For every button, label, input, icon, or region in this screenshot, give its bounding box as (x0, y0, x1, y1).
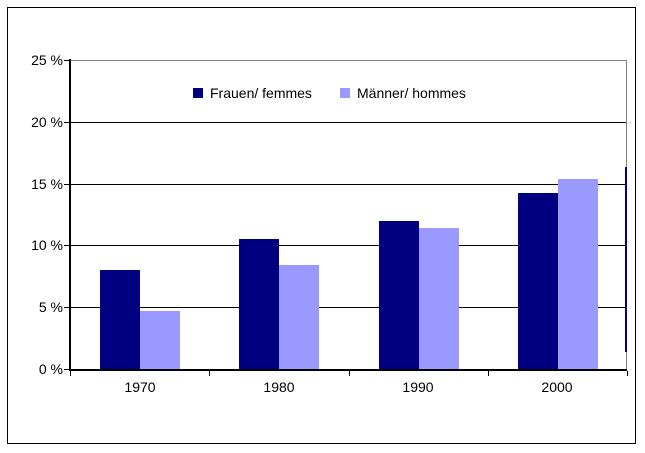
y-axis-tick-0 (64, 369, 69, 370)
x-axis-tick-2 (349, 371, 350, 376)
y-axis-tick-5 (64, 307, 69, 308)
legend-label-frauen: Frauen/ femmes (210, 85, 312, 101)
legend-swatch-frauen-icon (193, 88, 203, 98)
legend-item-maenner: Männer/ hommes (340, 84, 466, 102)
x-axis-tick-3 (488, 371, 489, 376)
bar-männer-1980 (279, 265, 319, 369)
clipped-bar-edge (625, 167, 627, 352)
gridline-5 (71, 307, 626, 308)
legend: Frauen/ femmes Männer/ hommes (0, 84, 645, 104)
y-axis-tick-10 (64, 245, 69, 246)
y-axis-tick-20 (64, 122, 69, 123)
gridline-20 (71, 122, 626, 123)
y-axis-label-20: 20 % (31, 114, 63, 130)
legend-item-frauen: Frauen/ femmes (193, 84, 312, 102)
x-axis-label-1990: 1990 (402, 379, 434, 395)
y-axis-label-25: 25 % (31, 52, 63, 68)
y-axis-label-15: 15 % (31, 176, 63, 192)
bar-männer-1990 (419, 228, 459, 369)
bar-frauen-1990 (379, 221, 419, 369)
y-axis-line (69, 59, 71, 371)
x-axis-tick-4 (627, 371, 628, 376)
y-axis-label-5: 5 % (38, 299, 63, 315)
gridline-15 (71, 184, 626, 185)
x-axis-tick-1 (209, 371, 210, 376)
x-axis-tick-0 (70, 371, 71, 376)
bar-frauen-2000 (518, 193, 558, 369)
plot-top-border (70, 60, 627, 61)
legend-label-maenner: Männer/ hommes (357, 85, 466, 101)
bar-frauen-1970 (100, 270, 140, 369)
y-axis-label-0: 0 % (38, 361, 63, 377)
x-axis-line (69, 369, 627, 371)
y-axis-tick-25 (64, 60, 69, 61)
legend-swatch-maenner-icon (340, 88, 350, 98)
gridline-10 (71, 245, 626, 246)
bar-frauen-1980 (239, 239, 279, 369)
x-axis-label-1980: 1980 (263, 379, 295, 395)
x-axis-label-1970: 1970 (124, 379, 156, 395)
bar-männer-1970 (140, 311, 180, 369)
bar-männer-2000 (558, 179, 598, 369)
y-axis-label-10: 10 % (31, 237, 63, 253)
x-axis-label-2000: 2000 (541, 379, 573, 395)
y-axis-tick-15 (64, 184, 69, 185)
